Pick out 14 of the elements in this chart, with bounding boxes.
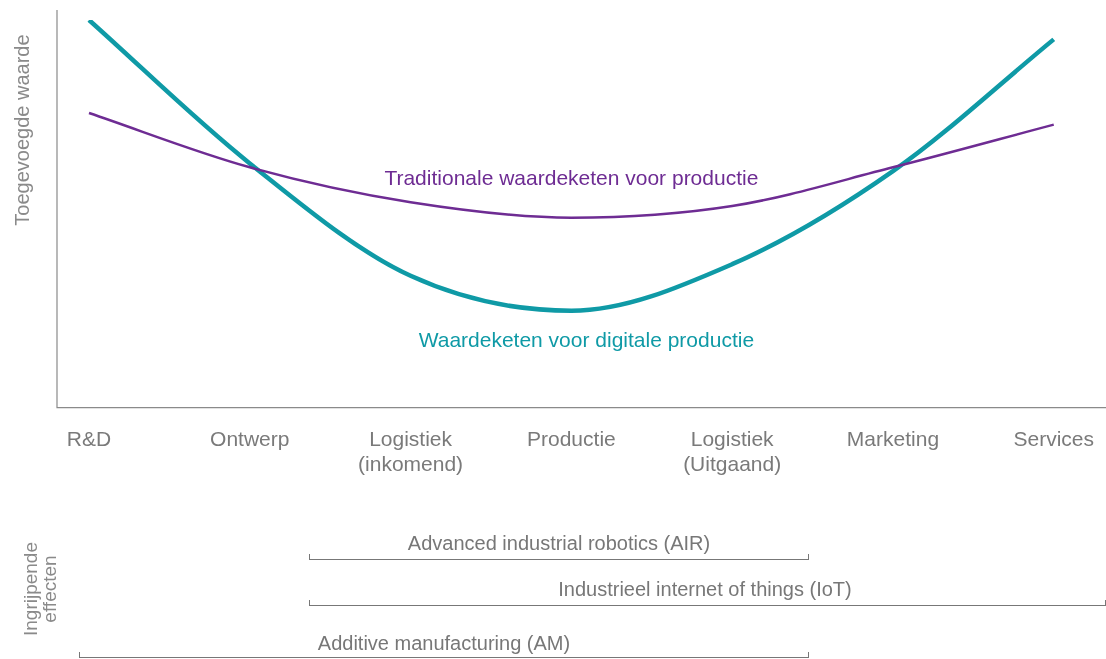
text: Ingrijpende effecten bbox=[20, 541, 60, 638]
x-tick-label: Productie bbox=[527, 427, 616, 450]
series-label: Waardeketen voor digitale productie bbox=[418, 328, 755, 351]
text: Industrieel internet of things (IoT) bbox=[557, 578, 853, 601]
x-tick-label: Logistiek (Uitgaand) bbox=[683, 427, 782, 476]
text: Advanced industrial robotics (AIR) bbox=[406, 532, 712, 555]
x-tick-label: R&D bbox=[66, 427, 112, 450]
x-tick-label: Marketing bbox=[846, 427, 940, 450]
text: Additive manufacturing (AM) bbox=[316, 632, 572, 655]
series-label: Traditionale waardeketen voor productie bbox=[384, 165, 759, 189]
x-tick-label: Logistiek (inkomend) bbox=[358, 427, 464, 476]
x-tick-label: Ontwerp bbox=[210, 427, 290, 450]
y-axis-title: Toegevoegde waarde bbox=[11, 33, 33, 228]
x-tick-label: Services bbox=[1013, 427, 1094, 450]
